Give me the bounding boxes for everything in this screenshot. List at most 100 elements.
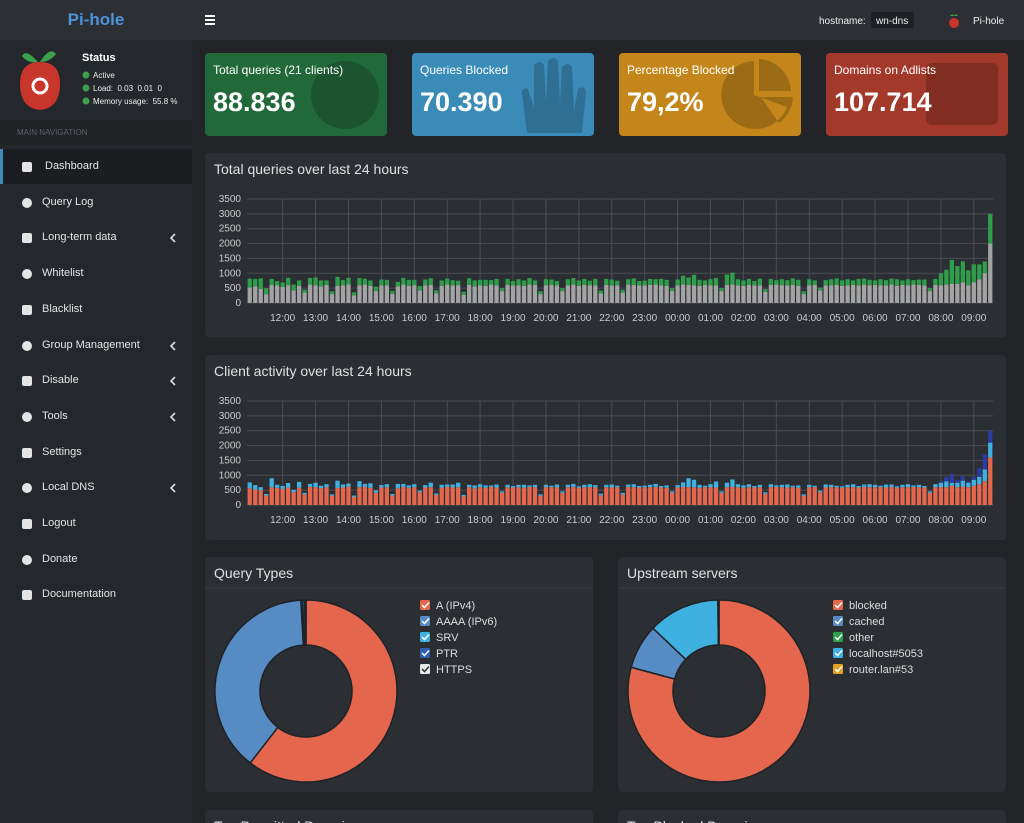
bar-segment	[746, 278, 752, 285]
nav-item[interactable]: Query Log	[0, 185, 192, 220]
bar-segment	[949, 283, 955, 303]
bar-segment	[966, 285, 971, 303]
doughnut-slice	[249, 599, 398, 783]
status-active: Active	[93, 71, 115, 80]
nav-item[interactable]: Logout	[0, 506, 192, 541]
bar-segment	[697, 279, 702, 286]
bar-segment	[565, 487, 571, 505]
bar-segment	[291, 290, 296, 303]
nav-item[interactable]: Whitelist	[0, 256, 192, 291]
bar-segment	[790, 284, 795, 303]
legend-item[interactable]: PTR	[420, 648, 458, 660]
bar-segment	[977, 484, 982, 505]
bar-segment	[423, 485, 428, 488]
bar-segment	[680, 275, 686, 285]
bar-segment	[521, 484, 527, 488]
bar-segment	[390, 494, 395, 496]
top-bar-graphics: hostname: wn-dns Pi-hole	[205, 12, 1005, 28]
legend-item[interactable]: router.lan#53	[833, 664, 913, 676]
x-tick-label: 09:00	[961, 313, 986, 324]
legend-item[interactable]: AAAA (IPv6)	[420, 616, 497, 628]
bar-segment	[406, 279, 411, 286]
legend-item[interactable]: other	[833, 632, 874, 644]
x-tick-label: 03:00	[764, 313, 789, 324]
bar-segment	[329, 495, 335, 505]
nav-icon	[22, 519, 32, 529]
legend-item[interactable]: localhost#5053	[833, 648, 923, 660]
nav-label: Local DNS	[42, 481, 95, 494]
nav-item[interactable]: Local DNS	[0, 470, 192, 505]
panel-header: Top Blocked Domains	[627, 818, 762, 823]
bar-segment	[883, 487, 889, 505]
bar-segment	[774, 280, 779, 285]
hostname-box	[871, 12, 914, 28]
bar-segment	[944, 481, 949, 488]
legend-item[interactable]: HTTPS	[420, 664, 472, 676]
bar-segment	[549, 485, 554, 488]
bar-segment	[675, 279, 680, 286]
bar-segment	[373, 291, 379, 303]
bar-segment	[757, 484, 763, 488]
stat-icon	[522, 58, 586, 133]
chart: Total queries over last 24 hours 0 500 1000…	[214, 161, 993, 324]
bar-segment	[637, 485, 642, 488]
nav-chevron	[169, 233, 176, 243]
bar-segment	[966, 482, 971, 488]
bar-segment	[807, 279, 812, 286]
bar-segment	[461, 494, 466, 497]
bar-segment	[971, 479, 976, 486]
user-name[interactable]: Pi-hole	[973, 16, 1005, 27]
nav-item[interactable]: Settings	[0, 435, 192, 470]
bar-segment	[708, 279, 713, 286]
bar-segment	[302, 289, 307, 293]
bar-segment	[609, 484, 614, 488]
chart-title: Upstream servers	[627, 565, 737, 581]
bar-segment	[318, 286, 324, 303]
bar-segment	[609, 285, 614, 303]
legend-item[interactable]: A (IPv4)	[420, 600, 475, 612]
x-tick-label: 14:00	[336, 313, 361, 324]
bar-segment	[658, 285, 664, 303]
bar-segment	[412, 484, 417, 488]
nav-item[interactable]: Documentation	[0, 577, 192, 612]
legend-item[interactable]: blocked	[833, 600, 887, 612]
bar-segment	[883, 484, 889, 488]
bar-segment	[829, 487, 834, 505]
bar-segment	[927, 492, 933, 505]
bar-segment	[664, 285, 669, 303]
nav-item[interactable]: Donate	[0, 542, 192, 577]
nav-item[interactable]: Blacklist	[0, 292, 192, 327]
nav-item[interactable]: Long-term data	[0, 220, 192, 255]
bar-segment	[631, 278, 636, 285]
bar-segment	[417, 290, 422, 303]
bar-segment	[900, 284, 905, 303]
bar-segment	[763, 493, 768, 505]
bar-segment	[313, 482, 318, 488]
bar-segment	[982, 261, 987, 274]
nav-item[interactable]: Group Management	[0, 328, 192, 363]
nav-item[interactable]: Dashboard	[0, 149, 192, 184]
bar-segment	[527, 486, 532, 505]
pie-icon	[721, 59, 793, 129]
user-icon[interactable]	[949, 14, 959, 28]
legend-item[interactable]: cached	[833, 616, 884, 628]
nav-item[interactable]: Disable	[0, 363, 192, 398]
bar-segment	[488, 280, 494, 285]
menu-toggle[interactable]	[205, 15, 215, 25]
nav-item[interactable]: Tools	[0, 399, 192, 434]
bar-segment	[872, 280, 878, 285]
bar-segment	[401, 486, 406, 505]
bar-segment	[966, 481, 971, 483]
bar-segment	[428, 482, 433, 488]
nav-icon-shape	[22, 519, 32, 529]
logo[interactable]: Pi-hole	[0, 0, 192, 40]
bar-segment	[971, 485, 976, 505]
bar-segment	[285, 487, 291, 505]
x-tick-label: 18:00	[468, 313, 493, 324]
x-tick-label: 09:00	[961, 515, 986, 526]
legend-item[interactable]: SRV	[420, 632, 459, 644]
bar-segment	[499, 288, 505, 292]
bar-segment	[774, 284, 779, 303]
stat-value: 88.836	[213, 87, 296, 117]
bar-segment	[856, 487, 861, 505]
